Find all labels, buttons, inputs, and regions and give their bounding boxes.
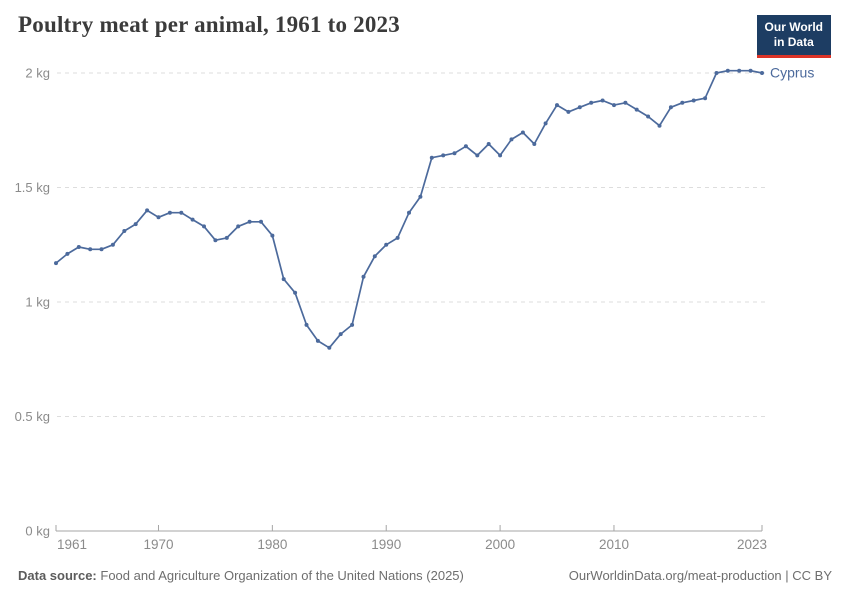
data-point[interactable] bbox=[498, 153, 503, 158]
data-point[interactable] bbox=[577, 105, 582, 110]
data-point[interactable] bbox=[646, 114, 651, 119]
data-point[interactable] bbox=[372, 254, 377, 259]
data-point[interactable] bbox=[179, 210, 184, 215]
data-point[interactable] bbox=[589, 100, 594, 105]
data-point[interactable] bbox=[247, 219, 252, 224]
y-tick-label: 1 kg bbox=[25, 295, 50, 310]
x-tick-label: 1970 bbox=[143, 537, 173, 552]
data-source-label: Data source: bbox=[18, 568, 97, 583]
data-point[interactable] bbox=[668, 105, 673, 110]
x-tick-label: 1990 bbox=[371, 537, 401, 552]
data-point[interactable] bbox=[327, 345, 332, 350]
data-point[interactable] bbox=[543, 121, 548, 126]
data-point[interactable] bbox=[76, 245, 81, 249]
data-point[interactable] bbox=[270, 233, 275, 238]
data-point[interactable] bbox=[634, 107, 639, 112]
owid-logo-line2: in Data bbox=[773, 35, 814, 50]
data-point[interactable] bbox=[65, 251, 70, 256]
data-point[interactable] bbox=[133, 222, 138, 227]
data-point[interactable] bbox=[395, 235, 400, 240]
data-point[interactable] bbox=[54, 261, 58, 266]
x-tick-label: 1961 bbox=[57, 537, 87, 552]
data-point[interactable] bbox=[600, 98, 605, 103]
credit-link[interactable]: OurWorldinData.org/meat-production | CC … bbox=[568, 568, 832, 583]
data-point[interactable] bbox=[338, 332, 343, 337]
data-point[interactable] bbox=[532, 142, 537, 146]
data-source-text: Food and Agriculture Organization of the… bbox=[100, 568, 464, 583]
y-tick-label: 1.5 kg bbox=[15, 180, 50, 195]
series-line[interactable] bbox=[55, 69, 763, 349]
data-point[interactable] bbox=[703, 96, 708, 101]
data-point[interactable] bbox=[156, 215, 161, 220]
data-point[interactable] bbox=[441, 153, 446, 158]
data-point[interactable] bbox=[737, 68, 742, 73]
data-point[interactable] bbox=[167, 210, 172, 215]
data-point[interactable] bbox=[612, 103, 616, 108]
series-end-label[interactable]: Cyprus bbox=[770, 65, 814, 81]
page-title: Poultry meat per animal, 1961 to 2023 bbox=[18, 12, 400, 37]
data-point[interactable] bbox=[213, 238, 218, 243]
x-tick-label: 2000 bbox=[485, 537, 515, 552]
data-point[interactable] bbox=[680, 100, 685, 105]
data-point[interactable] bbox=[429, 155, 434, 160]
owid-logo[interactable]: Our World in Data bbox=[756, 15, 831, 58]
chart-footer: Data source: Food and Agriculture Organi… bbox=[18, 568, 832, 583]
data-point[interactable] bbox=[224, 235, 229, 240]
x-tick-label: 2010 bbox=[599, 537, 629, 552]
data-point[interactable] bbox=[486, 142, 491, 146]
data-point[interactable] bbox=[259, 219, 263, 224]
data-point[interactable] bbox=[714, 71, 719, 75]
data-point[interactable] bbox=[566, 109, 571, 114]
data-source: Data source: Food and Agriculture Organi… bbox=[18, 568, 464, 583]
x-tick-label: 2023 bbox=[737, 537, 767, 552]
data-point[interactable] bbox=[110, 242, 115, 247]
data-point[interactable] bbox=[293, 290, 298, 295]
data-point[interactable] bbox=[99, 247, 104, 252]
y-tick-label: 0 kg bbox=[25, 524, 50, 539]
x-tick-label: 1980 bbox=[257, 537, 287, 552]
data-point[interactable] bbox=[418, 194, 423, 199]
data-point[interactable] bbox=[725, 68, 730, 73]
data-point[interactable] bbox=[350, 322, 355, 327]
data-point[interactable] bbox=[657, 123, 662, 128]
data-point[interactable] bbox=[452, 151, 457, 156]
data-point[interactable] bbox=[623, 100, 628, 105]
data-point[interactable] bbox=[315, 338, 320, 343]
data-point[interactable] bbox=[202, 224, 206, 229]
y-tick-label: 2 kg bbox=[25, 66, 50, 81]
y-tick-label: 0.5 kg bbox=[15, 409, 50, 424]
data-point[interactable] bbox=[122, 229, 127, 233]
data-point[interactable] bbox=[520, 130, 525, 135]
data-point[interactable] bbox=[748, 68, 753, 73]
data-point[interactable] bbox=[145, 208, 150, 213]
data-point[interactable] bbox=[463, 144, 468, 149]
data-point[interactable] bbox=[760, 71, 764, 75]
data-point[interactable] bbox=[190, 217, 195, 222]
data-point[interactable] bbox=[88, 247, 93, 252]
data-point[interactable] bbox=[475, 153, 480, 158]
data-point[interactable] bbox=[555, 103, 559, 108]
data-point[interactable] bbox=[509, 137, 514, 142]
data-point[interactable] bbox=[304, 322, 309, 327]
data-point[interactable] bbox=[691, 98, 696, 103]
data-point[interactable] bbox=[407, 210, 411, 215]
owid-logo-line1: Our World bbox=[764, 20, 823, 34]
data-point[interactable] bbox=[281, 277, 286, 282]
data-point[interactable] bbox=[361, 274, 366, 279]
data-point[interactable] bbox=[236, 224, 241, 229]
data-point[interactable] bbox=[384, 242, 389, 247]
